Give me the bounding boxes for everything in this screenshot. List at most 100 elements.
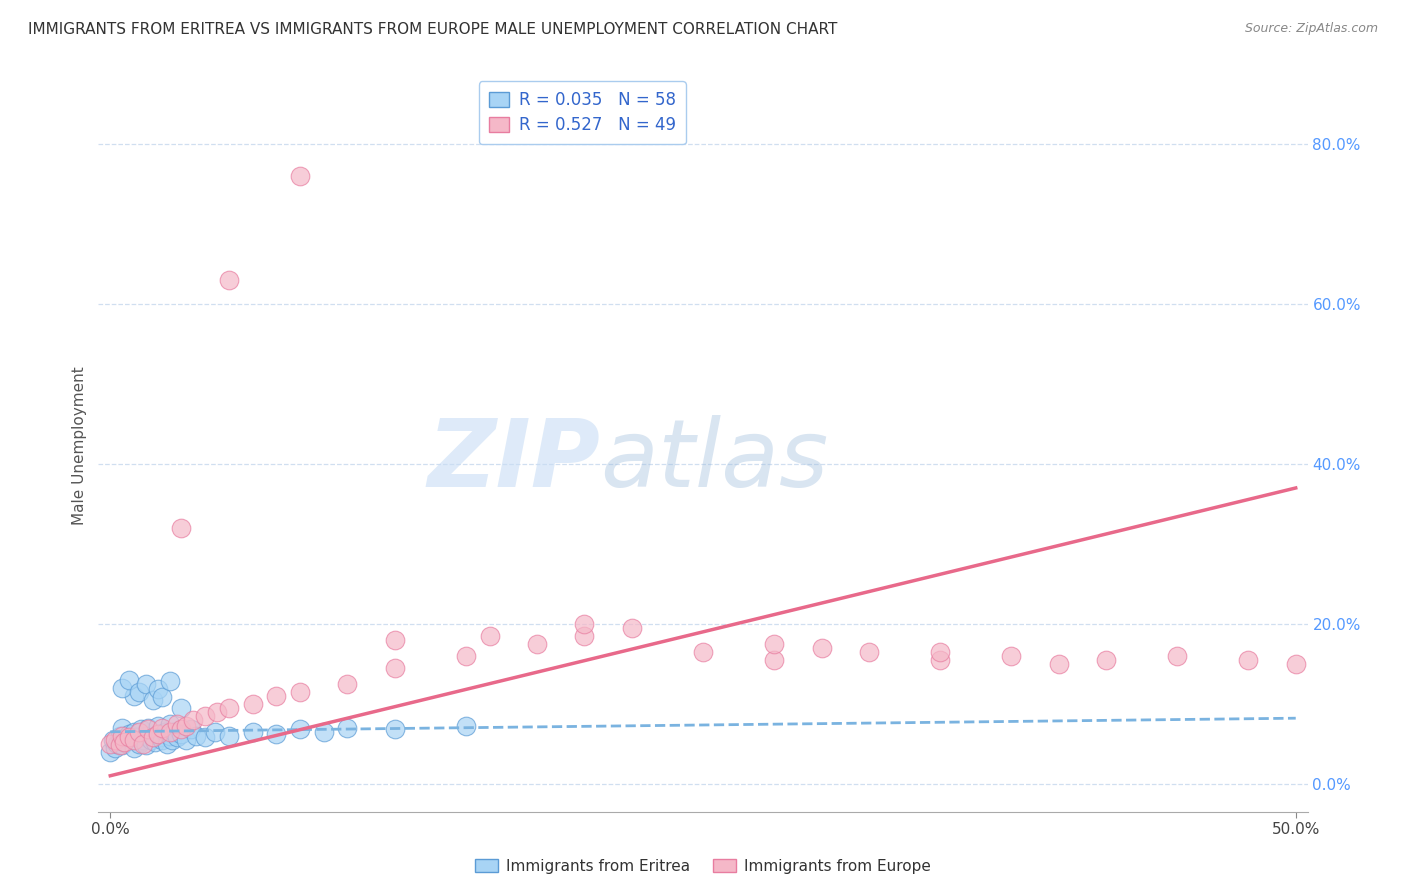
- Point: [454, 719, 477, 733]
- Point: [160, 732, 183, 747]
- Text: atlas: atlas: [600, 415, 828, 506]
- Point: [929, 653, 952, 667]
- Point: [163, 724, 186, 739]
- Point: [218, 700, 240, 714]
- Point: [108, 729, 131, 743]
- Point: [135, 677, 157, 691]
- Point: [146, 727, 169, 741]
- Point: [139, 732, 162, 747]
- Text: Source: ZipAtlas.com: Source: ZipAtlas.com: [1244, 22, 1378, 36]
- Point: [242, 724, 264, 739]
- Point: [170, 723, 193, 737]
- Point: [101, 732, 124, 747]
- Point: [142, 693, 165, 707]
- Point: [194, 731, 217, 745]
- Point: [159, 674, 181, 689]
- Point: [132, 737, 155, 751]
- Point: [454, 648, 477, 663]
- Point: [143, 735, 166, 749]
- Point: [121, 732, 143, 747]
- Point: [118, 673, 141, 687]
- Point: [205, 705, 228, 719]
- Point: [218, 729, 240, 743]
- Point: [384, 661, 406, 675]
- Point: [104, 732, 127, 747]
- Point: [204, 724, 226, 739]
- Point: [128, 737, 150, 751]
- Point: [111, 739, 134, 753]
- Point: [118, 731, 141, 745]
- Point: [98, 745, 121, 759]
- Point: [1095, 653, 1118, 667]
- Point: [152, 690, 174, 705]
- Point: [763, 637, 786, 651]
- Point: [574, 616, 596, 631]
- Point: [194, 708, 217, 723]
- Point: [929, 645, 952, 659]
- Point: [174, 732, 197, 747]
- Point: [129, 723, 152, 737]
- Point: [118, 727, 141, 741]
- Point: [180, 723, 202, 737]
- Point: [810, 640, 832, 655]
- Point: [692, 645, 714, 659]
- Point: [136, 721, 159, 735]
- Point: [135, 729, 157, 743]
- Point: [111, 729, 134, 743]
- Point: [288, 685, 311, 699]
- Point: [170, 521, 193, 535]
- Point: [152, 721, 174, 735]
- Point: [1047, 657, 1070, 671]
- Point: [114, 735, 136, 749]
- Point: [763, 653, 786, 667]
- Point: [122, 740, 145, 755]
- Point: [174, 719, 197, 733]
- Point: [135, 739, 157, 753]
- Point: [156, 737, 179, 751]
- Point: [125, 731, 148, 745]
- Point: [218, 273, 240, 287]
- Point: [264, 727, 287, 741]
- Point: [104, 740, 127, 755]
- Point: [142, 731, 165, 745]
- Point: [115, 731, 138, 745]
- Point: [384, 723, 406, 737]
- Point: [111, 681, 134, 695]
- Point: [136, 723, 159, 737]
- Point: [181, 713, 204, 727]
- Point: [152, 732, 174, 747]
- Point: [122, 724, 145, 739]
- Point: [122, 732, 145, 747]
- Point: [384, 632, 406, 647]
- Point: [526, 637, 548, 651]
- Point: [166, 731, 188, 745]
- Point: [111, 721, 134, 735]
- Point: [312, 724, 335, 739]
- Text: IMMIGRANTS FROM ERITREA VS IMMIGRANTS FROM EUROPE MALE UNEMPLOYMENT CORRELATION : IMMIGRANTS FROM ERITREA VS IMMIGRANTS FR…: [28, 22, 838, 37]
- Point: [288, 169, 311, 184]
- Point: [108, 739, 131, 753]
- Point: [128, 685, 150, 699]
- Point: [128, 724, 150, 739]
- Point: [1166, 648, 1188, 663]
- Point: [114, 735, 136, 749]
- Point: [1285, 657, 1308, 671]
- Text: ZIP: ZIP: [427, 415, 600, 507]
- Point: [288, 723, 311, 737]
- Point: [166, 716, 188, 731]
- Point: [149, 731, 172, 745]
- Point: [336, 677, 359, 691]
- Point: [264, 689, 287, 703]
- Point: [159, 729, 181, 743]
- Point: [146, 727, 169, 741]
- Point: [142, 731, 165, 745]
- Point: [159, 716, 181, 731]
- Point: [122, 689, 145, 703]
- Point: [858, 645, 880, 659]
- Point: [146, 719, 169, 733]
- Point: [574, 629, 596, 643]
- Point: [1237, 653, 1260, 667]
- Point: [620, 621, 643, 635]
- Point: [336, 721, 359, 735]
- Point: [170, 700, 193, 714]
